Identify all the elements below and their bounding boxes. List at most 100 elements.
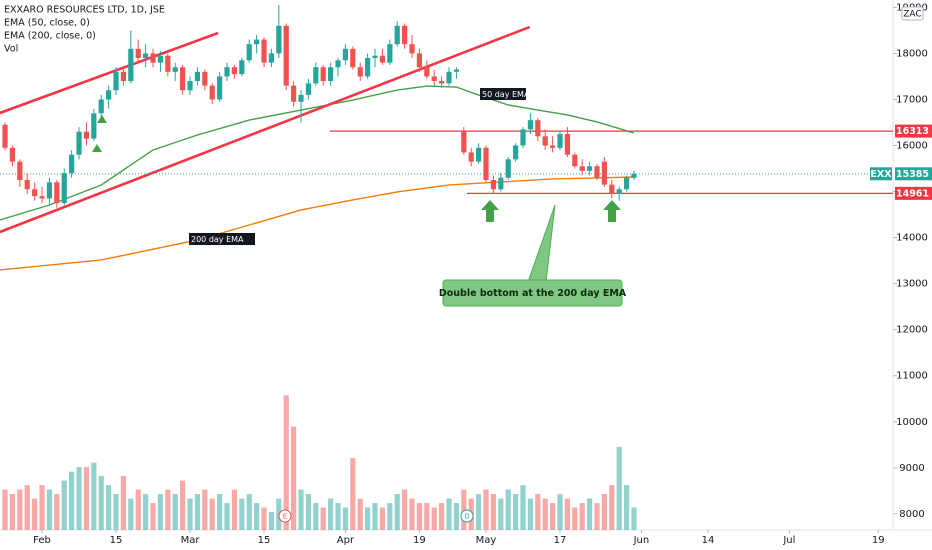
candle-body xyxy=(254,39,260,45)
volume-bar xyxy=(224,503,230,530)
candle-body xyxy=(76,131,82,155)
candle-body xyxy=(372,55,378,59)
candle-body xyxy=(342,48,349,61)
level-tag-label: 16313 xyxy=(896,126,929,137)
volume-bar xyxy=(439,503,445,530)
annotation-box xyxy=(189,233,255,245)
volume-bar xyxy=(320,507,326,530)
candle-body xyxy=(180,67,186,91)
volume-bar xyxy=(550,503,556,530)
volume-bar xyxy=(520,485,526,530)
candle-body xyxy=(542,136,548,146)
candle-body xyxy=(505,159,511,178)
event-label: D xyxy=(464,513,469,521)
volume-bar xyxy=(431,507,437,530)
candle-body xyxy=(83,131,90,139)
volume-bar xyxy=(106,485,112,530)
volume-bar xyxy=(572,507,578,530)
volume-bar xyxy=(165,489,171,530)
candle-body xyxy=(298,94,304,102)
volume-bar xyxy=(76,467,82,530)
volume-bar xyxy=(579,503,585,530)
volume-bar xyxy=(24,485,30,530)
candle-body xyxy=(32,189,38,197)
y-tick-label: 9000 xyxy=(899,463,924,474)
volume-bar xyxy=(335,503,341,530)
candle-body xyxy=(61,173,67,204)
annotation-box xyxy=(480,88,526,100)
candle-body xyxy=(24,180,30,190)
candle-body xyxy=(335,60,341,68)
volume-bar xyxy=(498,498,504,530)
candle-body xyxy=(498,177,504,190)
callout-box xyxy=(442,279,623,307)
y-tick-label: 12000 xyxy=(896,325,928,336)
candle-body xyxy=(601,161,608,185)
y-tick-label: 8000 xyxy=(899,509,924,520)
volume-bar xyxy=(350,458,356,530)
candle-body xyxy=(461,131,467,153)
volume-bar xyxy=(217,494,223,530)
volume-bar xyxy=(91,462,97,530)
candle-body xyxy=(202,71,208,86)
volume-bar xyxy=(624,485,630,530)
volume-bar xyxy=(416,503,423,530)
candles-layer xyxy=(2,5,637,208)
candle-body xyxy=(357,67,363,77)
candle-body xyxy=(69,154,75,174)
x-tick-label: 14 xyxy=(702,535,715,546)
candle-body xyxy=(572,154,578,167)
candle-body xyxy=(402,25,408,45)
candle-body xyxy=(535,120,541,137)
volume-bar xyxy=(2,489,8,530)
volume-bar xyxy=(461,489,467,530)
y-tick-label: 16000 xyxy=(896,141,928,152)
candle-body xyxy=(165,55,171,72)
candle-body xyxy=(424,67,430,77)
volume-bar xyxy=(342,507,349,530)
candle-body xyxy=(631,173,637,178)
volume-bar xyxy=(453,503,460,530)
candle-body xyxy=(98,99,104,114)
candle-body xyxy=(564,133,571,155)
candle-body xyxy=(231,67,238,75)
candle-body xyxy=(490,180,497,190)
candle-body xyxy=(468,152,474,162)
candle-body xyxy=(365,58,371,77)
volume-bar xyxy=(542,498,548,530)
volume-bar xyxy=(61,480,67,530)
event-marker[interactable] xyxy=(278,509,292,523)
callout-label: Double bottom at the 200 day EMA xyxy=(439,288,627,299)
volume-bar xyxy=(83,467,90,530)
candle-body xyxy=(150,53,156,63)
symbol-tag xyxy=(870,167,892,181)
volume-bar xyxy=(231,489,238,530)
candle-body xyxy=(409,44,415,54)
volume-bar xyxy=(616,446,622,530)
volume-bar xyxy=(394,494,400,530)
x-tick-label: Apr xyxy=(337,535,355,546)
candle-body xyxy=(557,133,563,148)
candle-body xyxy=(483,147,489,181)
event-marker[interactable] xyxy=(460,509,474,523)
volume-bar xyxy=(305,494,312,530)
candle-body xyxy=(291,85,297,102)
up-arrow xyxy=(481,200,499,222)
candle-body xyxy=(209,85,215,100)
volume-bar xyxy=(446,498,452,530)
volume-bar xyxy=(564,498,571,530)
level-tag xyxy=(895,186,932,200)
y-tick-label: 17000 xyxy=(896,94,928,105)
indicator-label: EMA (200, close, 0) xyxy=(4,31,96,42)
volume-bar xyxy=(409,498,415,530)
candle-body xyxy=(39,196,45,199)
candle-body xyxy=(616,189,622,194)
event-label: E xyxy=(283,513,287,521)
candle-body xyxy=(416,53,423,68)
volume-bar xyxy=(209,498,215,530)
candle-body xyxy=(261,39,267,63)
volume-bar xyxy=(268,512,275,530)
candle-body xyxy=(46,182,53,199)
volume-bar xyxy=(113,494,119,530)
